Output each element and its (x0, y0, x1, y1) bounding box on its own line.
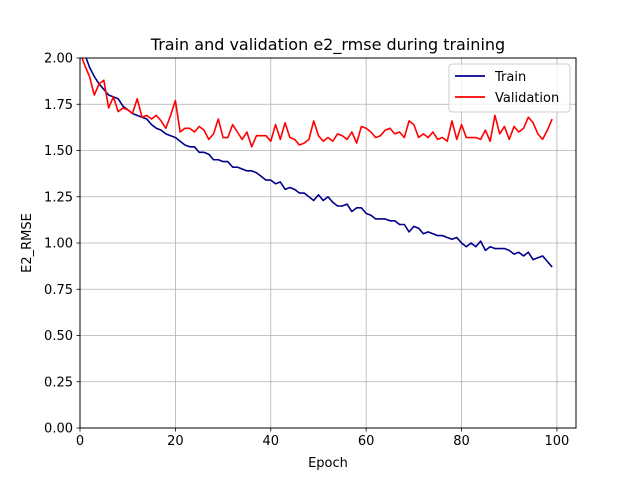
legend-label-validation: Validation (495, 91, 559, 106)
chart-title: Train and validation e2_rmse during trai… (150, 35, 505, 55)
y-tick-label: 1.00 (44, 237, 73, 252)
y-tick-label: 0.00 (44, 422, 73, 437)
y-tick-label: 0.25 (44, 375, 73, 390)
series-lines (81, 58, 553, 268)
x-tick-label: 60 (358, 434, 375, 449)
series-line-train (85, 58, 553, 268)
y-tick-label: 2.00 (44, 52, 73, 67)
legend-label-train: Train (494, 70, 526, 85)
x-axis-label: Epoch (308, 456, 348, 471)
y-tick-label: 1.25 (44, 190, 73, 205)
legend: Train Validation (448, 63, 571, 113)
y-tick-label: 0.75 (44, 283, 73, 298)
axis-ticks: 0 20 40 60 80 100 0.00 0.25 0.50 0.75 1.00 1.25 1.50… (44, 52, 569, 450)
y-tick-label: 0.50 (44, 329, 73, 344)
x-tick-label: 20 (167, 434, 184, 449)
y-tick-label: 1.50 (44, 144, 73, 159)
y-tick-label: 1.75 (44, 98, 73, 113)
x-tick-label: 0 (76, 434, 84, 449)
x-tick-label: 40 (262, 434, 279, 449)
y-axis-label: E2_RMSE (20, 213, 35, 273)
x-tick-label: 80 (453, 434, 470, 449)
x-tick-label: 100 (545, 434, 570, 449)
series-line-validation (81, 58, 553, 148)
